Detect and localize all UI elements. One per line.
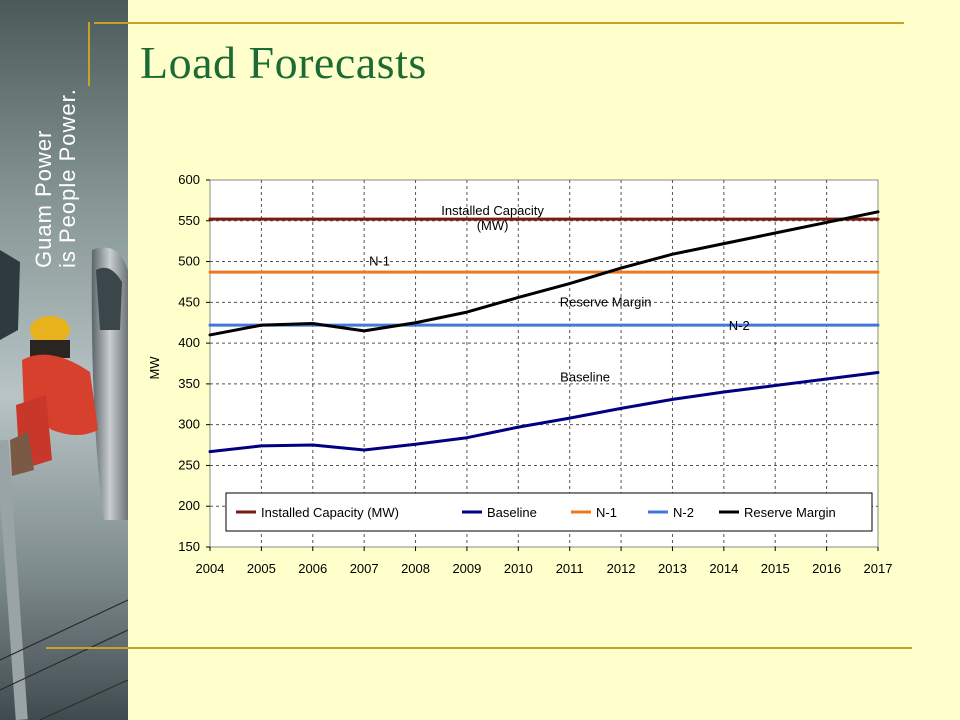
lineworker-photo <box>0 0 128 720</box>
svg-text:is People Power.: is People Power. <box>55 88 79 268</box>
legend-label-reserve-margin: Reserve Margin <box>744 505 836 520</box>
y-tick-label: 350 <box>178 376 200 391</box>
x-tick-label: 2011 <box>556 561 584 576</box>
series-line-baseline <box>208 370 880 454</box>
x-tick-label: 2005 <box>247 561 276 576</box>
x-tick-label: 2010 <box>504 561 533 576</box>
y-tick-label: 150 <box>178 539 200 554</box>
x-tick-label: 2013 <box>658 561 687 576</box>
x-tick-label: 2014 <box>709 561 738 576</box>
x-tick-label: 2015 <box>761 561 790 576</box>
top-vertical-rule <box>88 22 90 86</box>
legend-box <box>225 492 873 532</box>
y-tick-label: 550 <box>178 213 200 228</box>
bottom-horizontal-rule <box>46 647 912 649</box>
y-tick-label: 500 <box>178 254 200 269</box>
annotation-n-2: N-2 <box>729 318 750 333</box>
x-tick-label: 2008 <box>401 561 430 576</box>
legend-label-installed-capacity-mw: Installed Capacity (MW) <box>261 505 399 520</box>
top-horizontal-rule <box>94 22 904 24</box>
svg-text:Guam Power: Guam Power <box>35 130 56 268</box>
series-line-reserve-margin <box>208 210 880 337</box>
x-tick-label: 2012 <box>607 561 636 576</box>
y-tick-label: 300 <box>178 417 200 432</box>
legend-label-n-2: N-2 <box>673 505 694 520</box>
side-photo: Guam Power is People Power. <box>0 0 128 720</box>
slide-title: Load Forecasts <box>140 37 427 88</box>
annotation-n-1: N-1 <box>369 254 390 269</box>
annotation-baseline: Baseline <box>560 369 610 384</box>
brand-logo: Guam Power is People Power. <box>35 88 79 268</box>
x-tick-label: 2007 <box>350 561 379 576</box>
legend-label-baseline: Baseline <box>487 505 537 520</box>
x-tick-label: 2017 <box>864 561 893 576</box>
y-axis-label: MW <box>147 356 162 380</box>
x-tick-label: 2006 <box>298 561 327 576</box>
y-tick-label: 450 <box>178 294 200 309</box>
y-tick-label: 400 <box>178 335 200 350</box>
plot-area <box>209 179 879 548</box>
y-tick-label: 600 <box>178 172 200 187</box>
annotation-installed-capacity: Installed Capacity (MW) <box>441 203 544 233</box>
annotation-reserve-margin: Reserve Margin <box>560 294 652 309</box>
y-tick-label: 200 <box>178 498 200 513</box>
y-tick-label: 250 <box>178 457 200 472</box>
x-tick-label: 2009 <box>452 561 481 576</box>
x-tick-label: 2016 <box>812 561 841 576</box>
legend-label-n-1: N-1 <box>596 505 617 520</box>
x-tick-label: 2004 <box>196 561 225 576</box>
